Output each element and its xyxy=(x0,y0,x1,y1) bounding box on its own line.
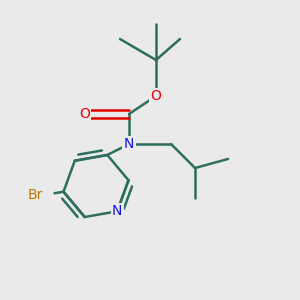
Text: O: O xyxy=(79,107,90,121)
Text: Br: Br xyxy=(27,188,43,202)
Text: N: N xyxy=(112,204,122,218)
Text: N: N xyxy=(124,137,134,151)
Text: O: O xyxy=(151,89,161,103)
